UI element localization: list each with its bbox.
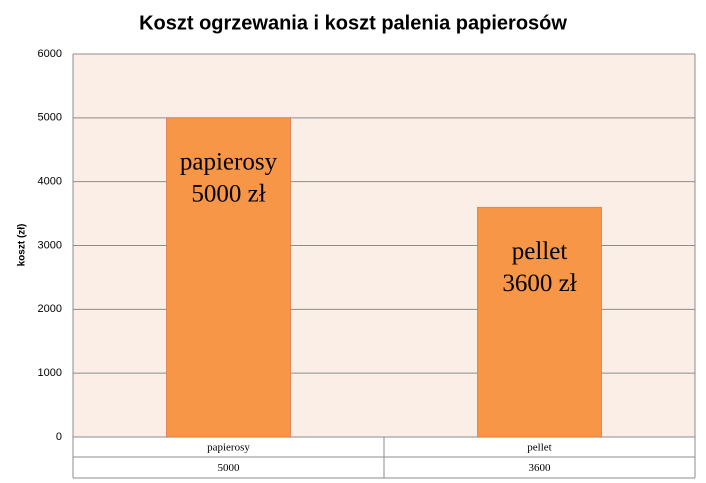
x-tick-label: pellet	[527, 442, 551, 454]
table-value: 5000	[218, 462, 241, 474]
plot: 0 1000 2000 3000 4000 5000 6000 papierosy 5000 pa…	[38, 48, 696, 479]
y-tick-label: 0	[56, 431, 62, 443]
bar	[476, 206, 602, 438]
y-tick-label: 3000	[38, 239, 62, 251]
x-tick-label: papierosy	[207, 442, 250, 454]
bar-label-category: papierosy	[180, 149, 278, 176]
y-tick-label: 6000	[38, 48, 62, 60]
bar-label-value: 3600 zł	[502, 270, 576, 297]
y-tick-label: 4000	[38, 176, 62, 188]
chart-title: Koszt ogrzewania i koszt palenia papiero…	[139, 12, 567, 34]
y-tick-label: 2000	[38, 303, 62, 315]
y-axis-label: koszt (zł)	[17, 224, 28, 267]
bar	[166, 117, 292, 438]
bar-label-category: pellet	[512, 238, 568, 265]
table-value: 3600	[529, 462, 552, 474]
y-tick-label: 5000	[38, 112, 62, 124]
bar-label-value: 5000 zł	[191, 181, 265, 208]
y-tick-label: 1000	[38, 367, 62, 379]
